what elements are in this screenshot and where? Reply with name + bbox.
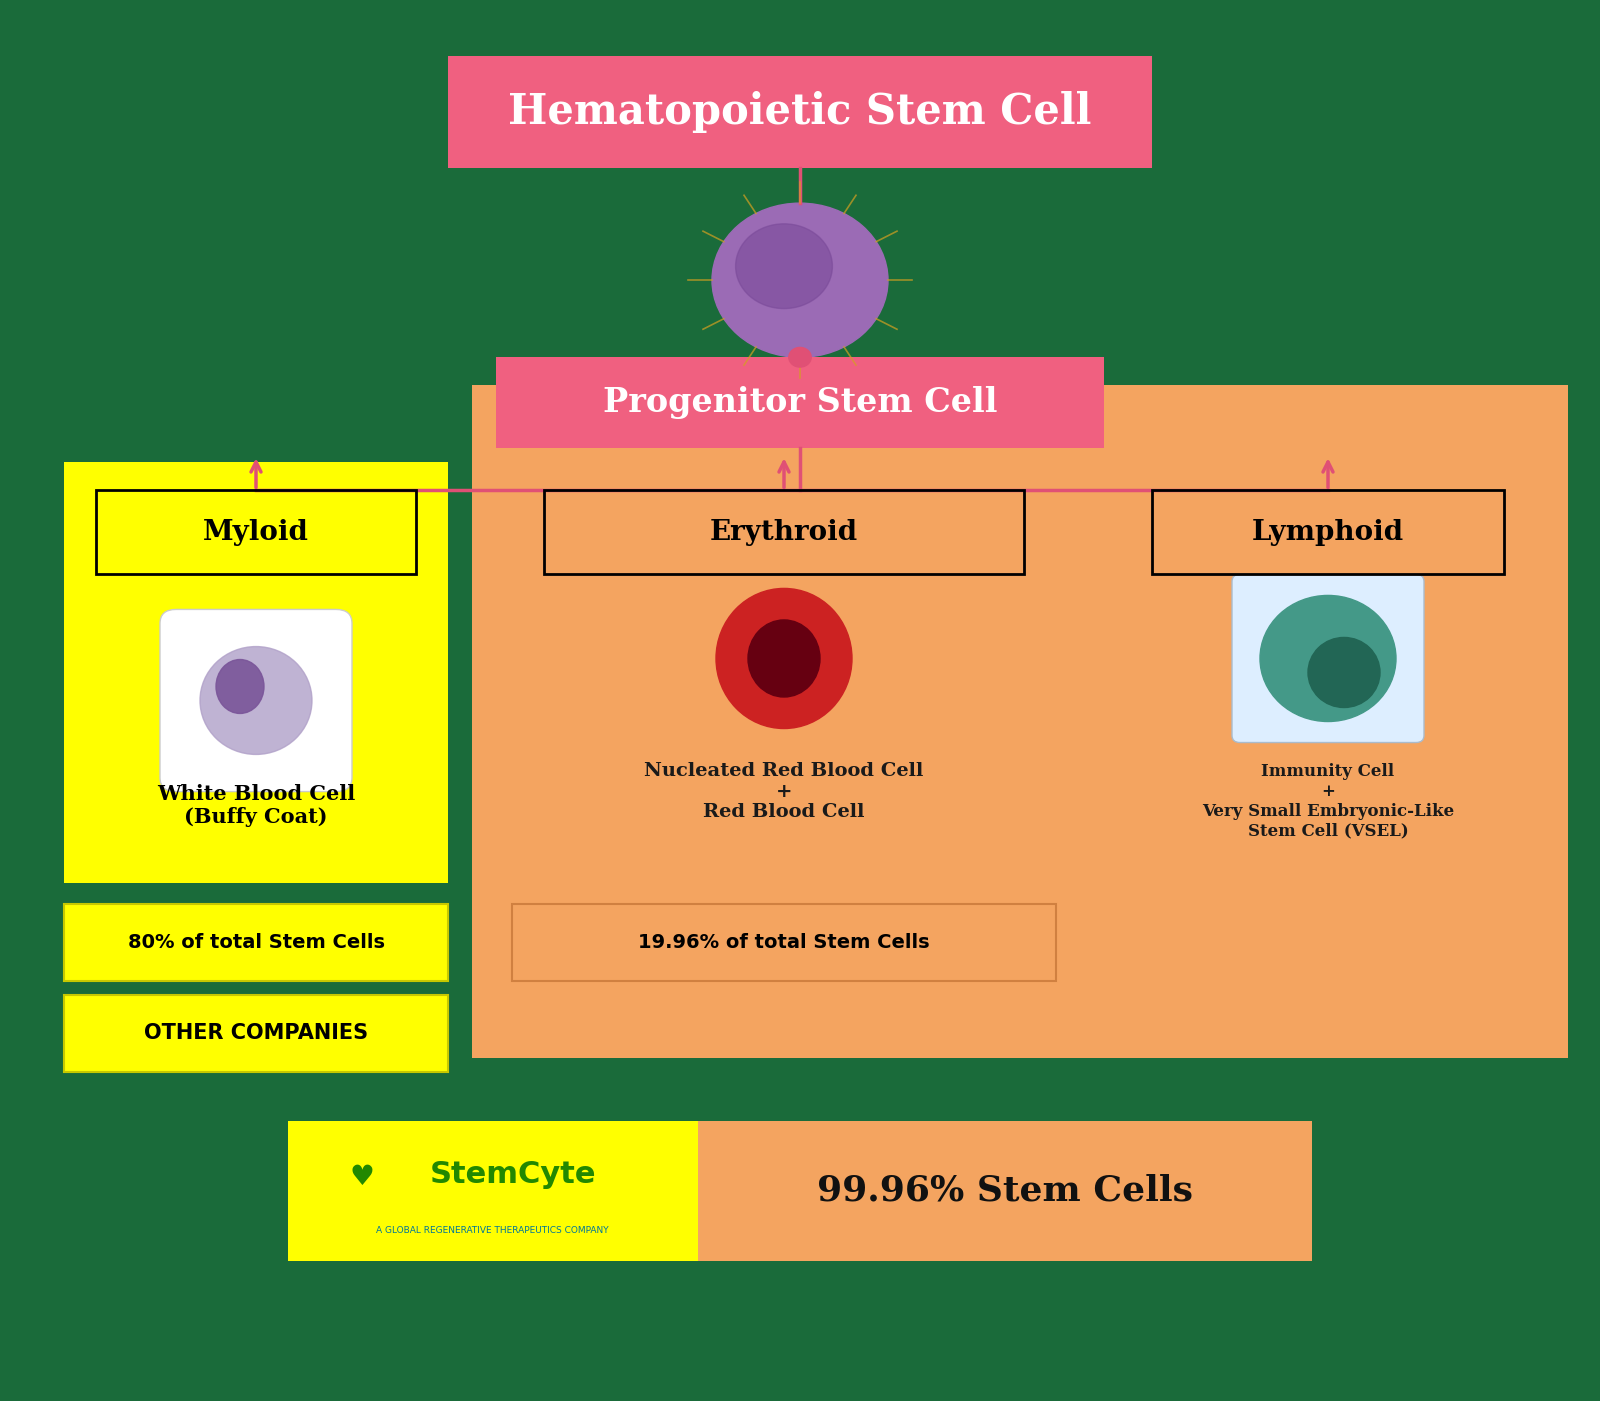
FancyBboxPatch shape (512, 462, 1056, 883)
FancyBboxPatch shape (288, 1121, 698, 1261)
Text: StemCyte: StemCyte (430, 1160, 597, 1188)
FancyBboxPatch shape (64, 462, 448, 883)
FancyBboxPatch shape (496, 357, 1104, 448)
Text: OTHER COMPANIES: OTHER COMPANIES (144, 1023, 368, 1044)
FancyBboxPatch shape (698, 1121, 1312, 1261)
FancyBboxPatch shape (472, 385, 1568, 1058)
FancyBboxPatch shape (448, 56, 1152, 168)
Circle shape (712, 203, 888, 357)
Ellipse shape (717, 588, 851, 729)
Text: 80% of total Stem Cells: 80% of total Stem Cells (128, 933, 384, 951)
Text: Lymphoid: Lymphoid (1251, 518, 1405, 546)
Text: 19.96% of total Stem Cells: 19.96% of total Stem Cells (638, 933, 930, 951)
Text: ♥: ♥ (349, 1163, 374, 1191)
Text: White Blood Cell
(Buffy Coat): White Blood Cell (Buffy Coat) (157, 785, 355, 827)
FancyBboxPatch shape (1232, 574, 1424, 743)
Ellipse shape (1261, 595, 1395, 722)
Ellipse shape (749, 619, 819, 698)
Text: Immunity Cell
+
Very Small Embryonic-Like
Stem Cell (VSEL): Immunity Cell + Very Small Embryonic-Lik… (1202, 764, 1454, 839)
Ellipse shape (200, 647, 312, 754)
Circle shape (789, 347, 811, 367)
FancyBboxPatch shape (512, 904, 1056, 981)
Text: Erythroid: Erythroid (710, 518, 858, 546)
Ellipse shape (1309, 637, 1379, 708)
Text: Nucleated Red Blood Cell
+
Red Blood Cell: Nucleated Red Blood Cell + Red Blood Cel… (645, 762, 923, 821)
Text: Hematopoietic Stem Cell: Hematopoietic Stem Cell (509, 91, 1091, 133)
FancyBboxPatch shape (64, 995, 448, 1072)
Text: A GLOBAL REGENERATIVE THERAPEUTICS COMPANY: A GLOBAL REGENERATIVE THERAPEUTICS COMPA… (376, 1226, 610, 1234)
FancyBboxPatch shape (1120, 462, 1536, 883)
Text: 99.96% Stem Cells: 99.96% Stem Cells (816, 1174, 1192, 1208)
Circle shape (736, 224, 832, 308)
FancyBboxPatch shape (64, 904, 448, 981)
Text: Myloid: Myloid (203, 518, 309, 546)
Text: Progenitor Stem Cell: Progenitor Stem Cell (603, 387, 997, 419)
Ellipse shape (216, 660, 264, 713)
FancyBboxPatch shape (160, 609, 352, 792)
